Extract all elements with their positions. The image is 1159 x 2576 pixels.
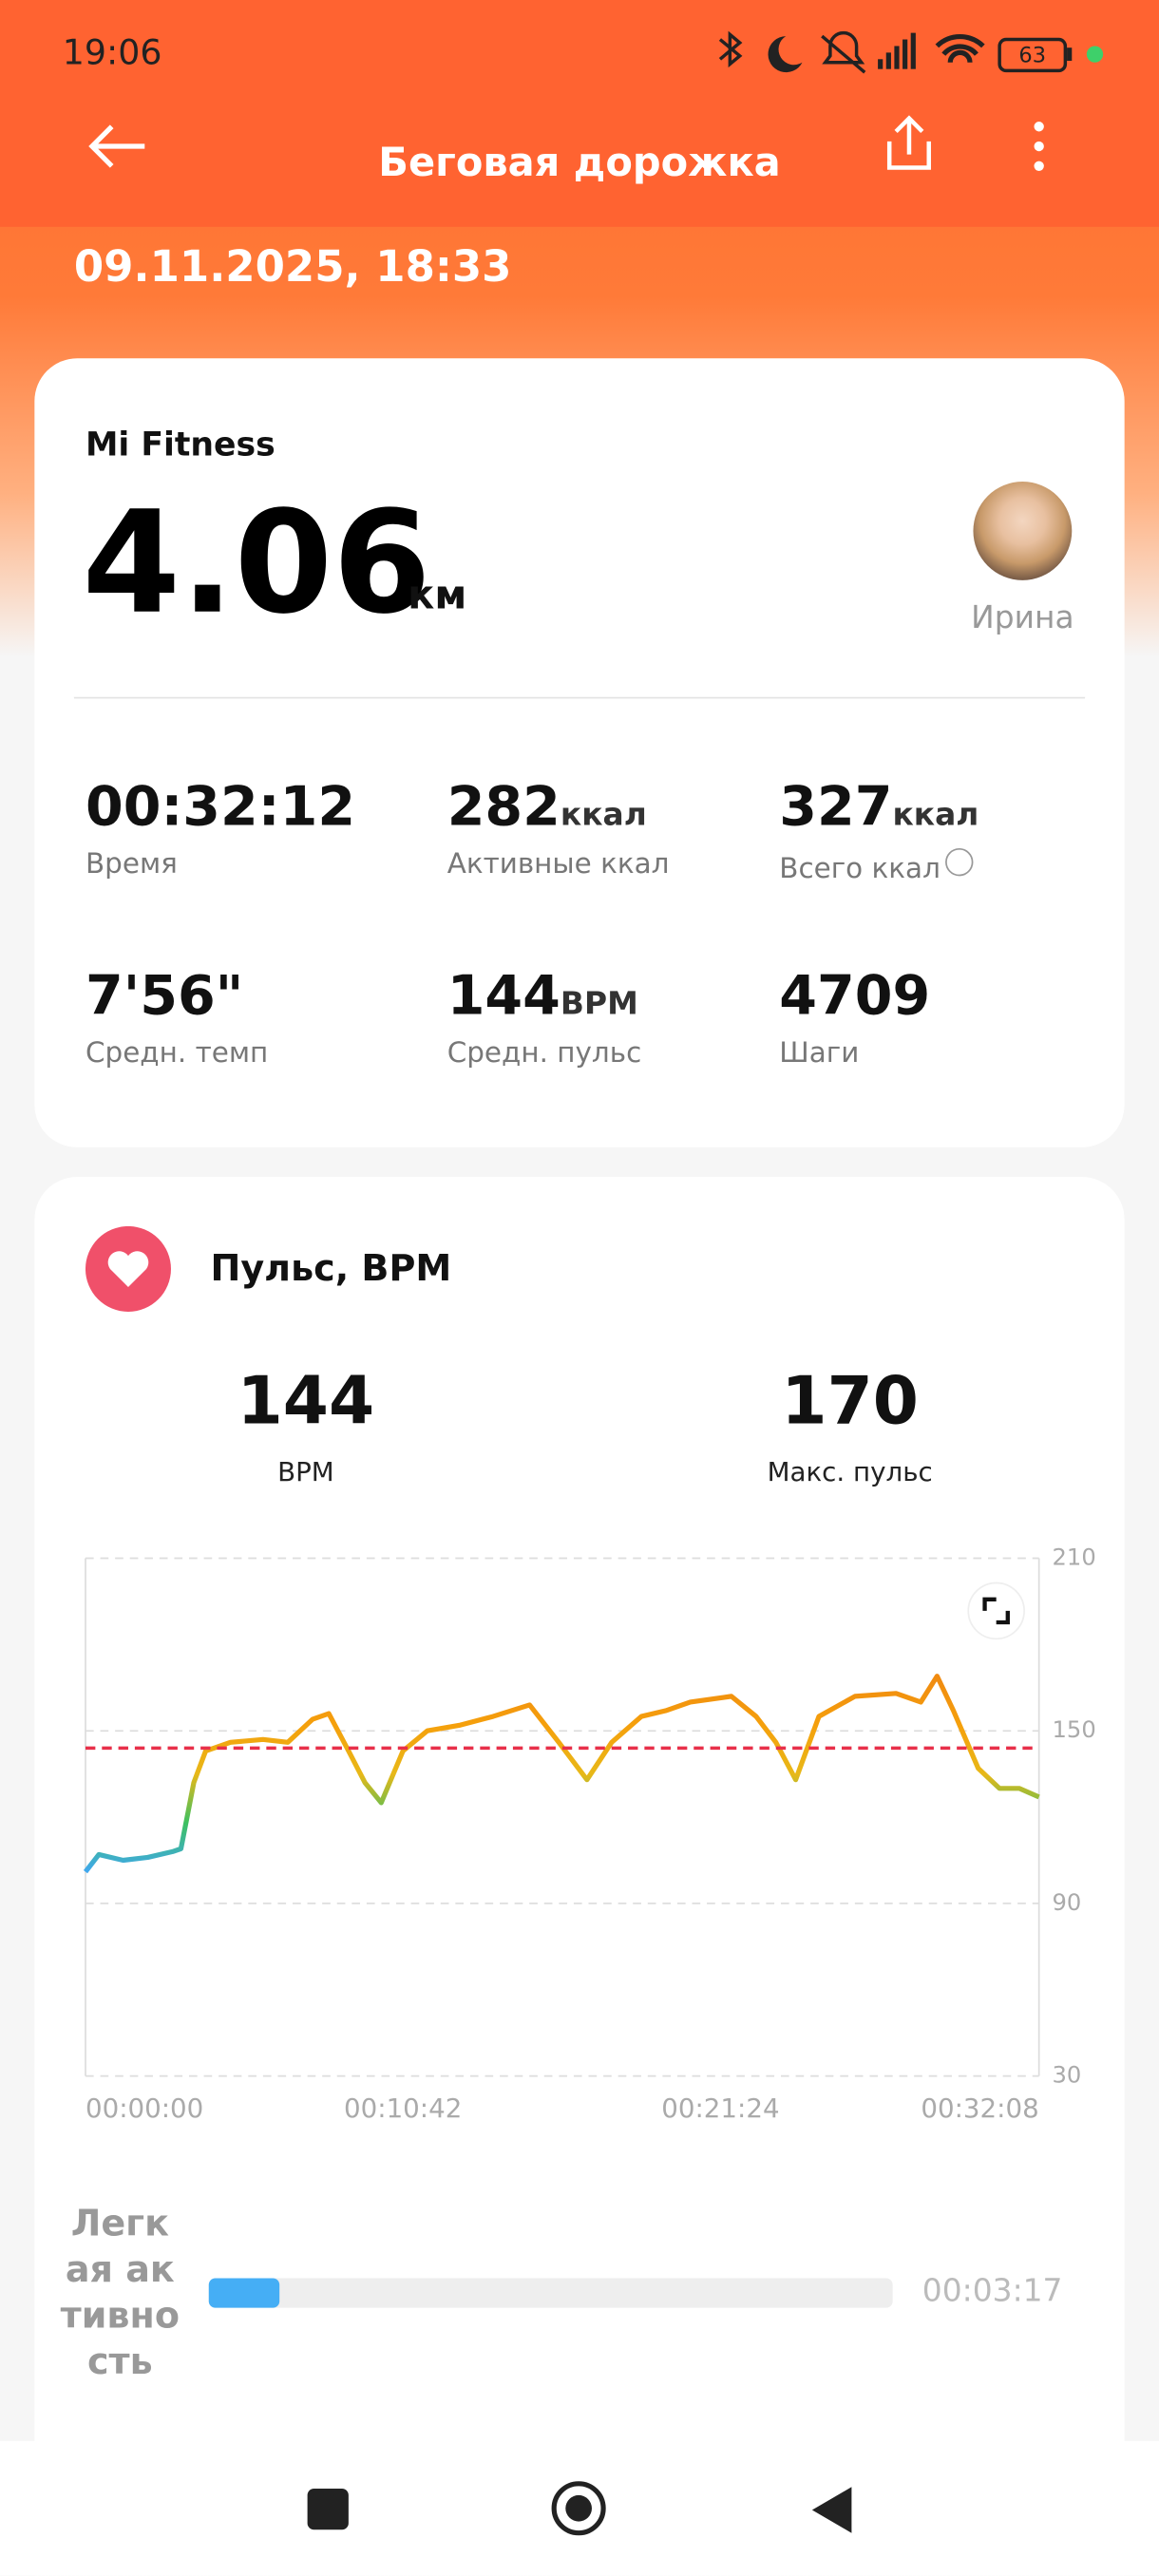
heart-rate-line xyxy=(83,1674,1040,1874)
x-tick-label: 00:32:08 xyxy=(921,2093,1038,2124)
stat-value: 144BPM xyxy=(447,963,638,1027)
distance: 4.06 xyxy=(82,482,431,647)
stat-label: Активные ккал xyxy=(447,848,670,881)
stat-label: Шаги xyxy=(779,1037,859,1070)
avg-pulse-label: BPM xyxy=(277,1456,334,1488)
expand-circle xyxy=(967,1582,1025,1640)
home-button[interactable] xyxy=(551,2481,606,2536)
stat-unit: ккал xyxy=(892,797,979,834)
stat-label: Время xyxy=(86,848,178,881)
stat-label-text: Время xyxy=(85,847,178,881)
back-nav-button[interactable] xyxy=(811,2487,852,2533)
stat-number: 4709 xyxy=(779,963,931,1028)
user-name: Ирина xyxy=(971,599,1074,636)
stat-unit: ккал xyxy=(560,797,647,834)
stat-value: 4709 xyxy=(779,963,930,1027)
stat-label: Средн. пульс xyxy=(447,1037,642,1070)
max-pulse: 170 xyxy=(781,1364,919,1440)
nav-buttons xyxy=(307,2481,852,2536)
stat-label-text: Шаги xyxy=(779,1036,860,1070)
max-pulse-label: Макс. пульс xyxy=(767,1456,933,1488)
zone-track xyxy=(208,2278,893,2308)
stat-label: Средн. темп xyxy=(86,1037,268,1070)
y-tick-label: 90 xyxy=(1053,1889,1082,1916)
zone-label: Легкая активность xyxy=(60,2204,180,2384)
y-tick-label: 210 xyxy=(1053,1544,1096,1571)
recents-button[interactable] xyxy=(307,2488,349,2530)
status-time: 19:06 xyxy=(62,32,162,73)
workout-date: 09.11.2025, 18:33 xyxy=(73,243,512,294)
stat-value: 00:32:12 xyxy=(86,774,355,838)
nav-bar xyxy=(0,2440,1159,2576)
zone-bar xyxy=(208,2278,279,2308)
user-avatar[interactable] xyxy=(973,482,1073,580)
stat-label: Всего ккал xyxy=(779,847,974,886)
stat-number: 00:32:12 xyxy=(85,774,356,839)
summary-card: Mi Fitness 4.06 км Ирина 00:32:12 Время 28… xyxy=(34,358,1125,1147)
stat-unit: BPM xyxy=(560,986,638,1023)
share-button[interactable] xyxy=(880,112,939,178)
stat-number: 327 xyxy=(779,774,893,839)
stat-number: 282 xyxy=(446,774,560,839)
expand-icon xyxy=(982,1597,1010,1625)
menu-button[interactable] xyxy=(1019,119,1059,175)
stat-label-text: Всего ккал xyxy=(779,853,940,886)
stat-value: 282ккал xyxy=(447,774,647,838)
stat-label-text: Средн. темп xyxy=(85,1036,269,1070)
heart-icon xyxy=(85,1225,171,1312)
stat-number: 7'56" xyxy=(85,963,244,1028)
stat-label-text: Активные ккал xyxy=(446,847,670,881)
stat-label-text: Средн. пульс xyxy=(446,1036,642,1070)
divider xyxy=(73,696,1086,699)
distance-unit: км xyxy=(408,572,467,618)
heart-title: Пульс, BPM xyxy=(210,1249,452,1291)
x-tick-label: 00:21:24 xyxy=(661,2093,779,2124)
stat-value: 7'56" xyxy=(86,963,243,1027)
y-tick-label: 150 xyxy=(1053,1716,1096,1743)
back-button[interactable] xyxy=(83,119,155,175)
battery-level: 63 xyxy=(1018,43,1046,67)
stat-value: 327ккал xyxy=(779,774,978,838)
info-icon[interactable] xyxy=(945,847,974,877)
expand-button[interactable] xyxy=(967,1582,1025,1640)
zone-time: 00:03:17 xyxy=(922,2273,1063,2310)
stat-number: 144 xyxy=(446,963,560,1028)
y-tick-label: 30 xyxy=(1053,2062,1082,2089)
status-icons: 63 xyxy=(718,30,1104,74)
heart-rate-chart: 30 90 150 210 00:00:00 00:10:42 00:21:24 00:32:… xyxy=(83,1544,1096,2124)
avg-pulse: 144 xyxy=(237,1364,375,1440)
heart-card: Пульс, BPM 144 BPM 170 Макс. пульс xyxy=(34,1177,1125,2576)
x-tick-label: 00:00:00 xyxy=(86,2093,203,2124)
page-title: Беговая дорожка xyxy=(378,140,781,186)
x-tick-label: 00:10:42 xyxy=(344,2093,462,2124)
source: Mi Fitness xyxy=(85,424,276,464)
